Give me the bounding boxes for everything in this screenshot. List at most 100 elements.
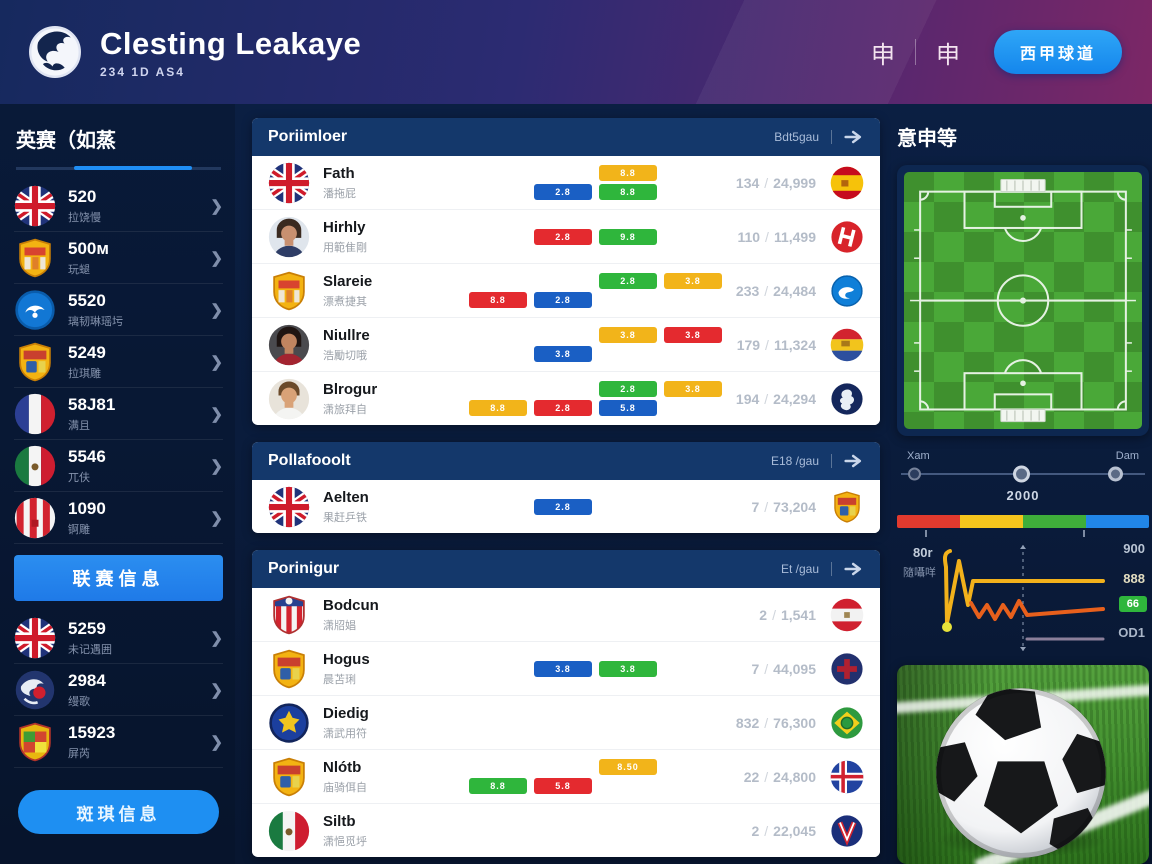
league-item[interactable]: 5520 璃韧琳瑶圬 ❯ (14, 284, 223, 336)
slider-handle-1[interactable] (908, 467, 922, 481)
player-row[interactable]: Diedig 潇武用符 832 / 76,300 (252, 696, 880, 750)
player-row[interactable]: Siltb 潇悒觅垀 2 / 22,045 (252, 804, 880, 857)
slider-track[interactable] (901, 465, 1145, 483)
odds-badge[interactable]: 3.8 (664, 327, 722, 343)
panel-rows: Bodcun 潇牊娼 2 / 1,541 (252, 588, 880, 857)
player-stats: 22 / 24,800 (744, 769, 816, 785)
league-value: 5546 (68, 446, 106, 466)
stat-divider: / (765, 336, 769, 353)
odds-badges (469, 705, 722, 740)
player-row[interactable]: Slareie 漂煮捷其 2.8 3.8 8.8 2.8 233 / 24,484 (252, 264, 880, 318)
panel-meta: Et /gau (780, 562, 819, 576)
stat-count: 134 (735, 174, 760, 191)
league-item[interactable]: 15923 屏芮 ❯ (14, 716, 223, 768)
arrow-right-icon[interactable] (844, 130, 864, 144)
odds-badge[interactable]: 3.8 (664, 381, 722, 397)
player-name: Fath (323, 164, 355, 182)
nav-item-2[interactable]: 申 (935, 41, 960, 69)
player-row[interactable]: Hirhly 用範隹剛 2.8 9.8 110 / 11,499 (252, 210, 880, 264)
player-row[interactable]: Blrogur 潇旅拜自 2.8 3.8 8.8 2.8 5.8 194 / 24,29… (252, 372, 880, 425)
odds-badge[interactable]: 2.8 (534, 184, 592, 200)
player-badge-icon (268, 324, 310, 366)
odds-badge[interactable]: 5.8 (534, 778, 592, 794)
league-label: 兀伕 (68, 471, 90, 484)
stat-total: 24,484 (773, 282, 816, 299)
match-info-button[interactable]: 斑琪信息 (18, 790, 219, 834)
player-badge-icon (268, 648, 310, 690)
odds-badge[interactable]: 8.8 (599, 165, 657, 181)
league-item[interactable]: 58J81 满且 ❯ (14, 388, 223, 440)
player-subtitle: 庙骑佴自 (323, 781, 367, 794)
league-item[interactable]: 5546 兀伕 ❯ (14, 440, 223, 492)
player-info: Slareie 漂煮捷其 (323, 273, 461, 309)
slider-handle-2[interactable] (1013, 465, 1031, 483)
player-row[interactable]: Niullre 浩勵切哦 3.8 3.8 3.8 179 / 11,324 (252, 318, 880, 372)
trend-left-value: 80r (913, 545, 933, 561)
sidebar-title: 英赛（如蒸 (16, 130, 116, 152)
odds-badge[interactable]: 2.8 (534, 228, 592, 245)
odds-badge[interactable]: 8.8 (469, 292, 527, 308)
stat-count: 110 (737, 228, 761, 245)
odds-badge[interactable]: 8.50 (599, 759, 657, 775)
league-item[interactable]: 1090 锕雕 ❯ (14, 492, 223, 544)
panel-meta: Bdt5gau (774, 130, 819, 144)
odds-badge[interactable]: 2.8 (599, 381, 657, 397)
league-item[interactable]: 5259 未记遇囲 ❯ (14, 612, 223, 664)
odds-badge[interactable]: 9.8 (599, 228, 657, 245)
stat-divider: / (764, 660, 769, 677)
stat-total: 44,095 (773, 660, 816, 677)
player-row[interactable]: Bodcun 潇牊娼 2 / 1,541 (252, 588, 880, 642)
odds-badge[interactable]: 2.8 (534, 400, 592, 416)
odds-badge[interactable]: 8.8 (469, 778, 527, 794)
main-column: Poriimloer Bdt5gau Fath 潘拖屁 (252, 118, 880, 864)
league-item[interactable]: 5249 拉琪雕 ❯ (14, 336, 223, 388)
header-cta-button[interactable]: 西甲球道 (993, 30, 1122, 74)
player-row[interactable]: Aelten 果赶乒铁 2.8 7 / 73,204 (252, 480, 880, 533)
player-row[interactable]: Hogus 晨苫琍 3.8 3.8 7 / 44,095 (252, 642, 880, 696)
odds-badge[interactable]: 3.8 (599, 327, 657, 343)
panel-divider (831, 562, 832, 576)
odds-badge[interactable]: 3.8 (534, 346, 592, 362)
arrow-right-icon[interactable] (844, 454, 864, 468)
player-row[interactable]: Fath 潘拖屁 8.8 2.8 8.8 134 / 24,999 (252, 156, 880, 210)
league-label: 缦歌 (68, 695, 90, 708)
league-flag-icon (14, 289, 56, 331)
odds-badge[interactable]: 8.8 (469, 400, 527, 416)
league-text: 5249 拉琪雕 (68, 343, 106, 381)
stat-count: 179 (736, 336, 761, 353)
player-stats: 179 / 11,324 (737, 337, 816, 353)
stat-divider: / (764, 714, 769, 731)
color-scale-segment (960, 515, 1023, 529)
odds-badge[interactable]: 2.8 (599, 273, 657, 289)
odds-badges (469, 813, 722, 848)
player-row[interactable]: Nlótb 庙骑佴自 8.50 8.8 5.8 22 / 24,800 (252, 750, 880, 804)
player-name: Siltb (323, 812, 356, 830)
stat-total: 11,324 (773, 336, 816, 353)
league-flag-icon (14, 497, 56, 539)
odds-badge[interactable]: 5.8 (599, 400, 657, 416)
panel-title: Pollafooolt (268, 452, 351, 469)
arrow-right-icon[interactable] (844, 562, 864, 576)
odds-badge[interactable]: 3.8 (534, 660, 592, 677)
player-info: Niullre 浩勵切哦 (323, 327, 461, 363)
league-value: 2984 (68, 670, 106, 690)
league-item[interactable]: 520 拉饶慢 ❯ (14, 180, 223, 232)
globe-logo-icon (26, 23, 84, 81)
player-subtitle: 漂煮捷其 (323, 295, 367, 308)
odds-badge[interactable]: 3.8 (599, 660, 657, 677)
league-label: 未记遇囲 (68, 643, 112, 656)
odds-badge[interactable]: 3.8 (664, 273, 722, 289)
league-item[interactable]: 2984 缦歌 ❯ (14, 664, 223, 716)
nav-divider (914, 39, 916, 65)
league-list-top: 520 拉饶慢 ❯ 500м 玩螁 ❯ 5520 璃韧琳瑶圬 (14, 180, 223, 544)
league-item[interactable]: 500м 玩螁 ❯ (14, 232, 223, 284)
panel-title: Poriimloer (268, 128, 348, 145)
league-info-button[interactable]: 联赛信息 (14, 555, 223, 601)
odds-badge[interactable]: 2.8 (534, 292, 592, 308)
league-label: 璃韧琳瑶圬 (68, 315, 123, 328)
odds-badge[interactable]: 2.8 (534, 498, 592, 515)
league-value: 5520 (68, 290, 106, 310)
odds-badge[interactable]: 8.8 (599, 184, 657, 200)
nav-item-1[interactable]: 申 (870, 41, 895, 69)
slider-handle-3[interactable] (1108, 466, 1124, 482)
